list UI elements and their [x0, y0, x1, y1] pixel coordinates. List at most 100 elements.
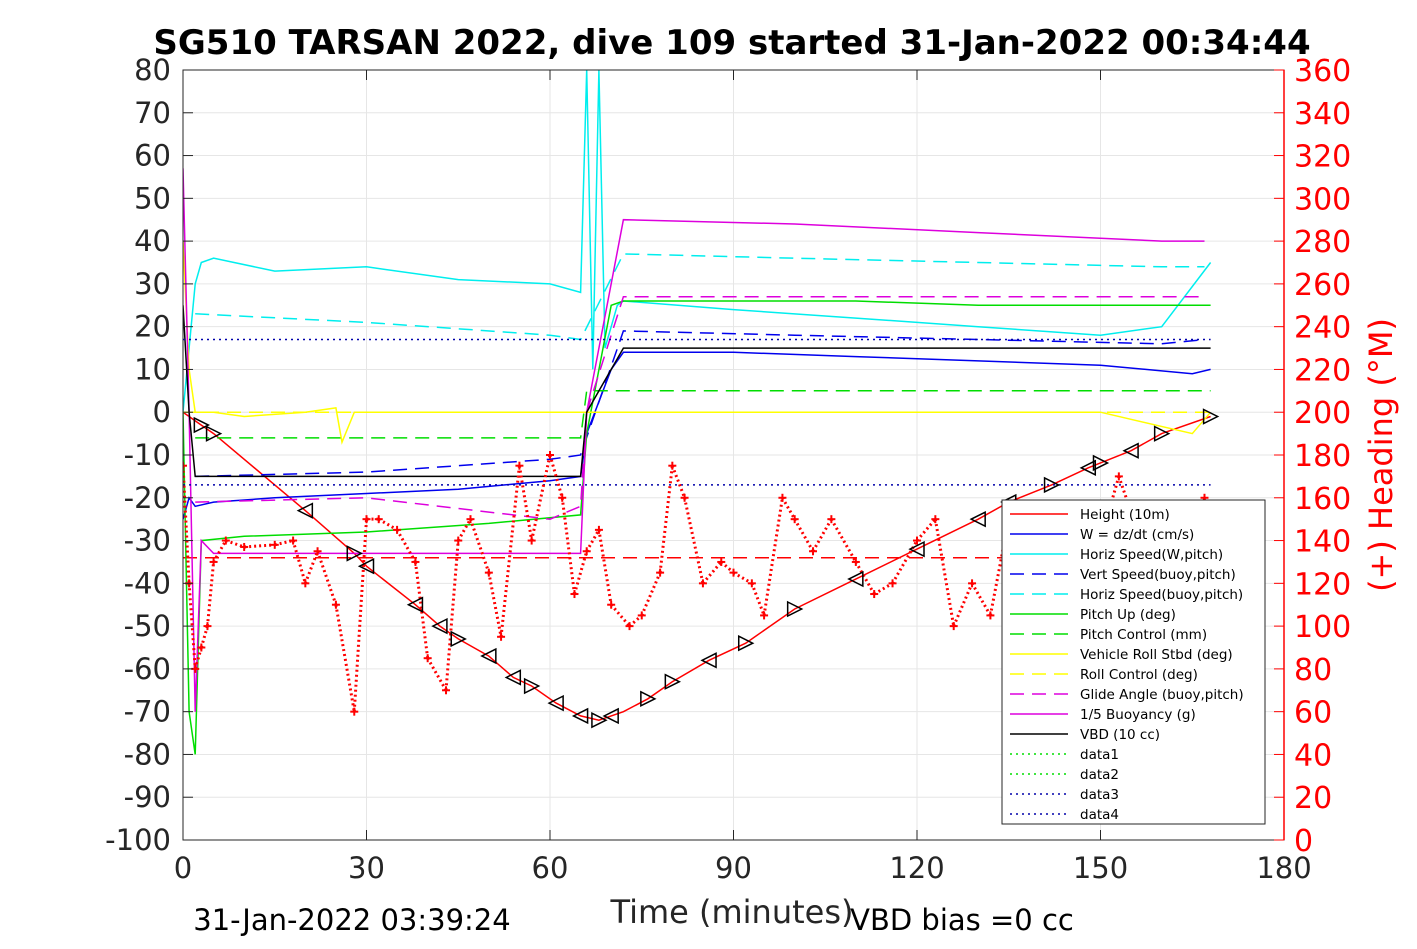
heading-trace	[352, 519, 368, 712]
legend-label: W = dz/dt (cm/s)	[1080, 527, 1194, 543]
x-tick-label: 150	[1073, 851, 1128, 885]
legend-label: Pitch Up (deg)	[1080, 607, 1176, 623]
y2-tick-label: 180	[1294, 439, 1351, 474]
height-marker-right	[193, 416, 211, 434]
y-tick-label: -20	[124, 481, 171, 515]
height-marker-right	[664, 673, 682, 690]
legend-label: Roll Control (deg)	[1080, 667, 1198, 683]
heading-trace	[205, 561, 216, 627]
heading-trace	[456, 518, 472, 542]
y-tick-label: 40	[134, 224, 171, 258]
y-axis-right-label: (+) Heading (°M)	[1362, 318, 1400, 592]
height-marker-right	[1202, 408, 1220, 425]
y2-tick-label: 260	[1294, 268, 1351, 303]
y-tick-label: 60	[134, 139, 171, 173]
marker-layer	[193, 408, 1220, 729]
heading-trace	[199, 625, 209, 648]
height-marker-left	[480, 647, 497, 665]
heading-trace	[395, 529, 417, 563]
legend-label: Horiz Speed(buoy,pitch)	[1080, 587, 1243, 603]
y-tick-label: -60	[124, 652, 171, 686]
height-marker-right	[786, 600, 804, 618]
y2-tick-label: 0	[1294, 824, 1313, 859]
y-tick-label: -100	[105, 823, 171, 857]
height-marker-right	[1092, 454, 1110, 472]
x-tick-label: 90	[715, 851, 752, 885]
legend-label: Glide Angle (buoy,pitch)	[1080, 687, 1244, 703]
heading-trace	[225, 539, 245, 549]
legend: Height (10m) W = dz/dt (cm/s) Horiz Speed(…	[1001, 499, 1266, 825]
legend-label: Pitch Control (mm)	[1080, 627, 1207, 643]
y-tick-label: -50	[124, 609, 171, 643]
heading-trace	[781, 497, 796, 520]
legend-label: data3	[1080, 787, 1119, 803]
y2-tick-label: 300	[1294, 182, 1351, 217]
heading-trace	[793, 518, 815, 552]
height-marker-left	[504, 669, 522, 686]
y2-tick-label: 240	[1294, 311, 1351, 346]
y2-tick-label: 360	[1294, 54, 1351, 89]
height-marker-left	[1122, 442, 1139, 459]
height-marker-left	[1079, 459, 1097, 477]
y2-tick-label: 120	[1294, 567, 1351, 602]
height-marker-left	[406, 596, 424, 613]
legend-label: Height (10m)	[1080, 507, 1170, 523]
height-marker-left	[908, 540, 925, 558]
y2-tick-label: 80	[1294, 653, 1332, 688]
legend-label: 1/5 Buoyancy (g)	[1080, 707, 1196, 723]
y-tick-label: -90	[124, 780, 171, 814]
height-marker-left	[357, 558, 375, 575]
heading-trace	[444, 540, 460, 691]
series-line-4	[195, 253, 1205, 341]
heading-trace	[670, 465, 686, 499]
y2-tick-label: 200	[1294, 396, 1351, 431]
y-tick-label: 0	[153, 395, 171, 429]
heading-trace	[933, 518, 956, 627]
series-line-6	[195, 390, 1211, 439]
x-axis: 0 30 60 90 120 150 180	[174, 70, 1312, 885]
heading-trace	[193, 647, 203, 670]
y-tick-label: -80	[124, 737, 171, 771]
height-marker-left	[847, 570, 864, 588]
y2-tick-label: 20	[1294, 781, 1332, 816]
height-marker-right	[523, 677, 541, 695]
series-line-3	[195, 330, 1205, 478]
heading-trace	[970, 582, 992, 617]
y-tick-label: 50	[134, 181, 171, 215]
y2-tick-label: 280	[1294, 225, 1351, 260]
y-tick-label: -10	[124, 438, 171, 472]
x-tick-label: 120	[889, 851, 944, 885]
heading-trace	[750, 582, 766, 616]
height-marker-right	[205, 425, 223, 442]
height-marker-left	[431, 617, 448, 635]
heading-trace	[187, 583, 197, 669]
y2-tick-label: 60	[1294, 696, 1332, 731]
height-marker-right	[737, 635, 755, 652]
y-tick-label: 80	[134, 53, 171, 87]
heading-trace	[830, 518, 858, 563]
height-marker-left	[571, 707, 589, 725]
y2-tick-label: 140	[1294, 525, 1351, 560]
x-tick-label: 60	[532, 851, 569, 885]
legend-label: data4	[1080, 807, 1119, 823]
heading-trace	[377, 517, 398, 532]
y2-tick-label: 220	[1294, 353, 1351, 388]
x-tick-label: 180	[1256, 851, 1311, 885]
legend-label: Vehicle Roll Stbd (deg)	[1080, 647, 1233, 663]
y2-tick-label: 40	[1294, 738, 1332, 773]
y2-tick-label: 320	[1294, 140, 1351, 175]
y-tick-label: 70	[134, 96, 171, 130]
x-tick-label: 30	[348, 851, 385, 885]
footer-vbd-bias: VBD bias =0 cc	[850, 903, 1074, 937]
heading-trace	[585, 529, 601, 552]
legend-label: Vert Speed(buoy,pitch)	[1080, 567, 1236, 583]
heading-trace	[873, 582, 894, 596]
footer-timestamp: 31-Jan-2022 03:39:24	[193, 903, 510, 937]
heading-trace	[732, 571, 753, 585]
height-marker-right	[1043, 476, 1061, 494]
heading-trace	[854, 561, 876, 595]
y-tick-label: -70	[124, 695, 171, 729]
y-axis-right: 3603403203002802602402202001801601401201…	[1274, 54, 1351, 859]
legend-label: VBD (10 cc)	[1080, 727, 1160, 743]
